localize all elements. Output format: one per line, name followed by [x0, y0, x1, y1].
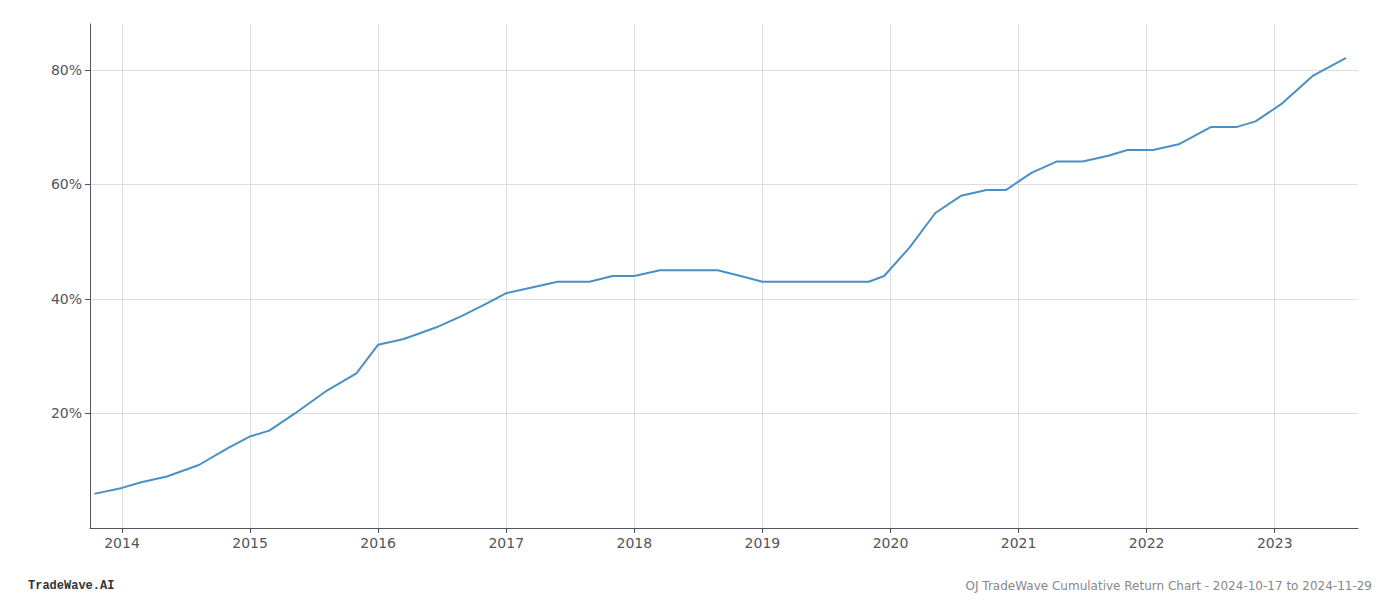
svg-text:2016: 2016 — [360, 535, 396, 551]
svg-text:60%: 60% — [51, 176, 82, 192]
svg-text:80%: 80% — [51, 62, 82, 78]
svg-text:2019: 2019 — [745, 535, 781, 551]
svg-text:2018: 2018 — [617, 535, 653, 551]
svg-text:2014: 2014 — [104, 535, 140, 551]
svg-text:2022: 2022 — [1129, 535, 1165, 551]
svg-text:TradeWave.AI: TradeWave.AI — [28, 579, 114, 593]
svg-text:2021: 2021 — [1001, 535, 1037, 551]
svg-text:2015: 2015 — [232, 535, 268, 551]
svg-text:OJ TradeWave Cumulative Return: OJ TradeWave Cumulative Return Chart - 2… — [966, 579, 1372, 593]
svg-text:20%: 20% — [51, 405, 82, 421]
svg-text:2020: 2020 — [873, 535, 909, 551]
svg-text:40%: 40% — [51, 291, 82, 307]
svg-text:2017: 2017 — [488, 535, 524, 551]
svg-text:2023: 2023 — [1257, 535, 1293, 551]
